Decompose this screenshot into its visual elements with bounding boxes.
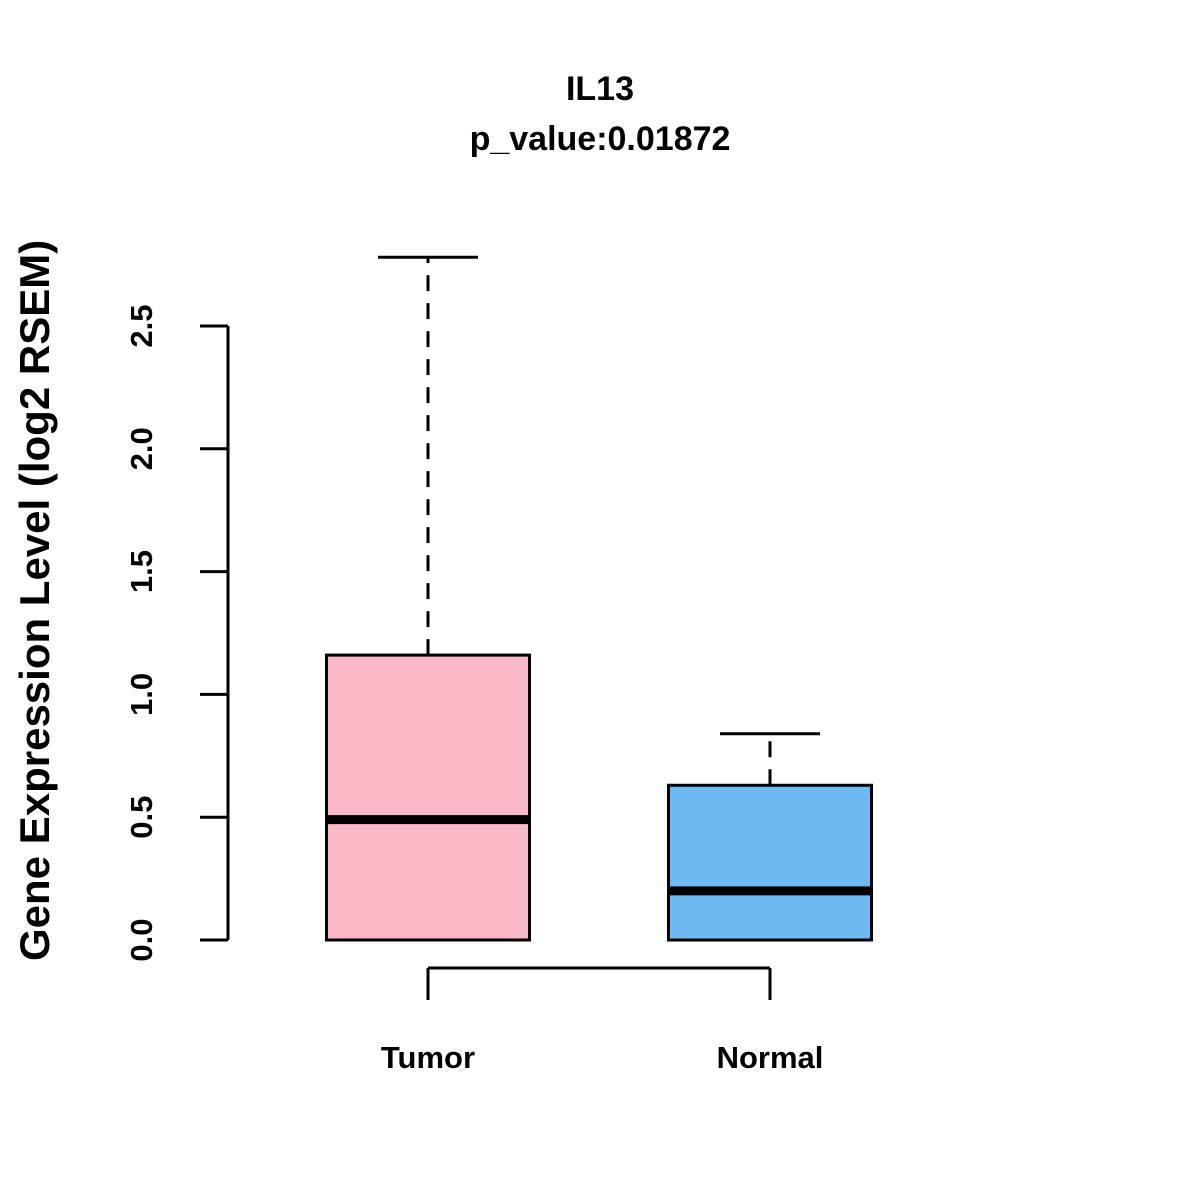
- chart-subtitle: p_value:0.01872: [469, 120, 731, 158]
- chart-title: IL13: [565, 70, 635, 108]
- x-group-label: Tumor: [381, 1040, 475, 1075]
- x-group-label: Normal: [717, 1040, 824, 1075]
- y-tick-label: 0.0: [124, 918, 159, 961]
- box-normal: [667, 783, 873, 942]
- y-tick-label: 1.5: [124, 550, 159, 593]
- box-tumor: [325, 653, 531, 942]
- y-tick-label: 0.5: [124, 796, 159, 839]
- y-axis-label: Gene Expression Level (log2 RSEM): [11, 239, 58, 961]
- y-tick-label: 1.0: [124, 673, 159, 716]
- y-tick-label: 2.5: [124, 304, 159, 347]
- y-tick-label: 2.0: [124, 427, 159, 470]
